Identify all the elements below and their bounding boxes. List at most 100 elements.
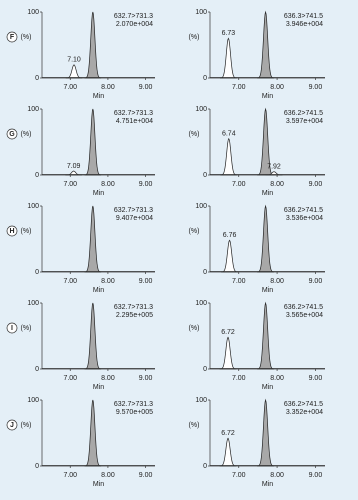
x-tick-label: 7.00 xyxy=(232,181,246,188)
x-tick-label: 7.00 xyxy=(63,181,77,188)
peak xyxy=(84,108,102,176)
peak xyxy=(84,399,102,467)
intensity-label: 2.070e+004 xyxy=(116,21,153,28)
y-tick-label: 0 xyxy=(203,366,207,373)
y-tick-label: 100 xyxy=(27,203,39,210)
x-axis-label: Min xyxy=(93,190,104,197)
panel-label: J xyxy=(10,422,14,429)
y-tick-label: 100 xyxy=(27,9,39,16)
peak xyxy=(257,10,275,79)
x-tick-label: 7.00 xyxy=(232,278,246,285)
x-tick-label: 7.00 xyxy=(63,278,77,285)
y-tick-label: 0 xyxy=(35,463,39,470)
y-tick-label: 100 xyxy=(27,300,39,307)
trace-label: 632.7>731.3 xyxy=(114,13,153,20)
x-tick-label: 9.00 xyxy=(309,375,323,382)
y-tick-label: 100 xyxy=(195,300,207,307)
intensity-label: 3.565e+004 xyxy=(286,312,323,319)
x-tick-label: 9.00 xyxy=(139,278,153,285)
x-axis-label: Min xyxy=(262,384,273,391)
y-axis-label: (%) xyxy=(21,131,32,138)
trace-label: 632.7>731.3 xyxy=(114,110,153,117)
y-tick-label: 0 xyxy=(203,75,207,82)
y-tick-label: 100 xyxy=(27,106,39,113)
y-tick-label: 100 xyxy=(27,397,39,404)
peak xyxy=(219,437,237,467)
y-axis-label: (%) xyxy=(189,422,200,429)
peak xyxy=(219,336,237,370)
panel-badge xyxy=(6,31,18,43)
panel-badge xyxy=(6,322,18,334)
intensity-label: 3.597e+004 xyxy=(286,118,323,125)
y-axis-label: (%) xyxy=(21,228,32,235)
peak xyxy=(84,205,102,273)
y-tick-label: 0 xyxy=(203,463,207,470)
x-tick-label: 8.00 xyxy=(270,181,284,188)
y-axis-label: (%) xyxy=(21,34,32,41)
intensity-label: 3.536e+004 xyxy=(286,215,323,222)
y-tick-label: 0 xyxy=(35,366,39,373)
x-tick-label: 7.00 xyxy=(63,375,77,382)
x-tick-label: 8.00 xyxy=(270,278,284,285)
intensity-label: 3.946e+004 xyxy=(286,21,323,28)
panel-label: H xyxy=(9,228,14,235)
x-tick-label: 9.00 xyxy=(139,84,153,91)
x-tick-label: 8.00 xyxy=(101,375,115,382)
x-tick-label: 8.00 xyxy=(101,181,115,188)
y-tick-label: 0 xyxy=(203,269,207,276)
x-axis-label: Min xyxy=(262,287,273,294)
y-tick-label: 0 xyxy=(35,269,39,276)
peak xyxy=(220,137,238,176)
peak-label: 7.92 xyxy=(267,164,281,171)
y-tick-label: 100 xyxy=(195,397,207,404)
x-tick-label: 8.00 xyxy=(270,472,284,479)
x-tick-label: 9.00 xyxy=(309,278,323,285)
intensity-label: 2.295e+005 xyxy=(116,312,153,319)
x-axis-label: Min xyxy=(262,481,273,488)
peak xyxy=(221,239,238,273)
x-tick-label: 8.00 xyxy=(101,84,115,91)
x-axis-label: Min xyxy=(93,384,104,391)
x-axis-label: Min xyxy=(93,93,104,100)
x-tick-label: 8.00 xyxy=(270,375,284,382)
intensity-label: 9.407e+004 xyxy=(116,215,153,222)
y-axis-label: (%) xyxy=(189,131,200,138)
peak-label: 6.73 xyxy=(222,30,236,37)
x-tick-label: 9.00 xyxy=(309,181,323,188)
peak-label: 6.76 xyxy=(223,232,237,239)
peak-label: 7.10 xyxy=(67,57,81,64)
x-tick-label: 9.00 xyxy=(309,84,323,91)
y-tick-label: 0 xyxy=(35,172,39,179)
peak xyxy=(65,64,83,79)
peak xyxy=(219,37,237,79)
x-axis-label: Min xyxy=(93,287,104,294)
trace-label: 632.7>731.3 xyxy=(114,207,153,214)
peak-label: 6.74 xyxy=(222,131,236,138)
x-tick-label: 7.00 xyxy=(232,472,246,479)
peak xyxy=(257,398,275,467)
y-axis-label: (%) xyxy=(21,325,32,332)
y-tick-label: 0 xyxy=(203,172,207,179)
panel-label: I xyxy=(11,325,13,332)
trace-label: 636.3>741.5 xyxy=(284,13,323,20)
y-axis-label: (%) xyxy=(189,228,200,235)
trace-label: 632.7>731.3 xyxy=(114,304,153,311)
panel-label: F xyxy=(10,34,15,41)
x-tick-label: 8.00 xyxy=(101,472,115,479)
x-tick-label: 7.00 xyxy=(232,84,246,91)
panel-label: G xyxy=(9,131,15,138)
trace-label: 636.2>741.5 xyxy=(284,304,323,311)
peak xyxy=(84,11,102,79)
x-tick-label: 9.00 xyxy=(139,472,153,479)
trace-label: 636.2>741.5 xyxy=(284,401,323,408)
x-tick-label: 8.00 xyxy=(101,278,115,285)
y-axis-label: (%) xyxy=(189,34,200,41)
x-tick-label: 8.00 xyxy=(270,84,284,91)
panel-badge xyxy=(6,128,18,140)
trace-label: 636.2>741.5 xyxy=(284,110,323,117)
y-axis-label: (%) xyxy=(21,422,32,429)
peak-label: 6.72 xyxy=(221,430,235,437)
x-tick-label: 9.00 xyxy=(139,181,153,188)
peak-label: 6.72 xyxy=(221,329,235,336)
